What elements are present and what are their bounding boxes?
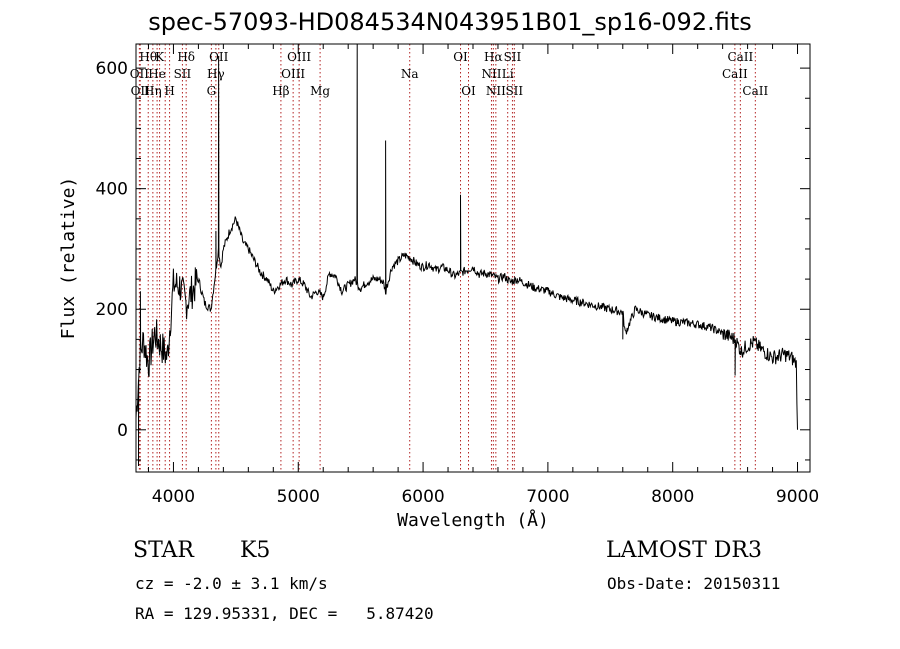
y-tick-label: 400 bbox=[96, 180, 128, 200]
spectral-line-label: SII bbox=[505, 84, 523, 98]
spectral-line-label: OI bbox=[453, 50, 468, 64]
object-subclass: K5 bbox=[240, 538, 271, 563]
y-tick-label: 200 bbox=[96, 300, 128, 320]
x-axis-label: Wavelength (Å) bbox=[397, 509, 549, 531]
spectral-line-label: G bbox=[207, 84, 217, 98]
chart-title: spec-57093-HD084534N043951B01_sp16-092.f… bbox=[148, 8, 752, 36]
spectral-line-label: OIII bbox=[287, 50, 311, 64]
spectral-line-label: Mg bbox=[310, 84, 330, 98]
spectral-line-label: Li bbox=[502, 67, 514, 81]
spectrum-series bbox=[135, 43, 798, 467]
spectral-line-label: CaII bbox=[727, 50, 753, 64]
spectral-line-label: OII bbox=[131, 84, 151, 98]
spectral-line-labels: OII OII Hθ Hη He K H Hδ SII G Hγ OII Hβ OIII OIII Mg Na O… bbox=[130, 50, 769, 98]
x-tick-label: 9000 bbox=[776, 487, 819, 507]
spectral-line-label: SII bbox=[174, 67, 192, 81]
spectral-line-label: Hδ bbox=[177, 50, 195, 64]
spectral-line-label: NII bbox=[481, 67, 501, 81]
y-axis-label: Flux (relative) bbox=[58, 177, 79, 340]
x-tick-label: 8000 bbox=[651, 487, 694, 507]
spectral-line-label: He bbox=[148, 67, 166, 81]
spectral-line-label: OI bbox=[461, 84, 476, 98]
spectral-line-label: Hα bbox=[484, 50, 503, 64]
object-class: STAR bbox=[133, 538, 194, 563]
spectral-line-label: Hθ bbox=[139, 50, 157, 64]
redshift-info: cz = -2.0 ± 3.1 km/s bbox=[135, 574, 328, 593]
axes: 4000 5000 6000 7000 8000 9000 0 200 400 600 Wavele… bbox=[58, 43, 819, 531]
spectral-line-label: CaII bbox=[742, 84, 768, 98]
spectrum-line bbox=[135, 43, 798, 467]
x-tick-label: 6000 bbox=[401, 487, 444, 507]
plot-frame bbox=[135, 43, 811, 473]
spectral-line-markers bbox=[138, 44, 756, 472]
y-tick-label: 600 bbox=[96, 59, 128, 79]
x-tick-label: 7000 bbox=[526, 487, 569, 507]
spectral-line-label: K bbox=[155, 50, 165, 64]
survey-name: LAMOST DR3 bbox=[606, 538, 762, 563]
spectral-line-label: Hη bbox=[144, 84, 162, 98]
spectral-line-label: OIII bbox=[281, 67, 305, 81]
spectral-line-label: Hγ bbox=[207, 67, 225, 81]
x-tick-label: 5000 bbox=[277, 487, 320, 507]
x-tick-label: 4000 bbox=[152, 487, 195, 507]
spectral-line-label: SII bbox=[504, 50, 522, 64]
obs-date: Obs-Date: 20150311 bbox=[607, 574, 781, 593]
spectral-line-label: NII bbox=[486, 84, 506, 98]
spectral-line-label: OII bbox=[209, 50, 229, 64]
y-tick-label: 0 bbox=[117, 421, 128, 441]
spectral-line-label: OII bbox=[130, 67, 150, 81]
spectral-line-label: Hβ bbox=[272, 84, 289, 98]
spectral-line-label: Na bbox=[401, 67, 419, 81]
coordinates: RA = 129.95331, DEC = 5.87420 bbox=[135, 604, 434, 623]
spectral-line-label: CaII bbox=[722, 67, 748, 81]
spectral-line-label: H bbox=[164, 84, 174, 98]
